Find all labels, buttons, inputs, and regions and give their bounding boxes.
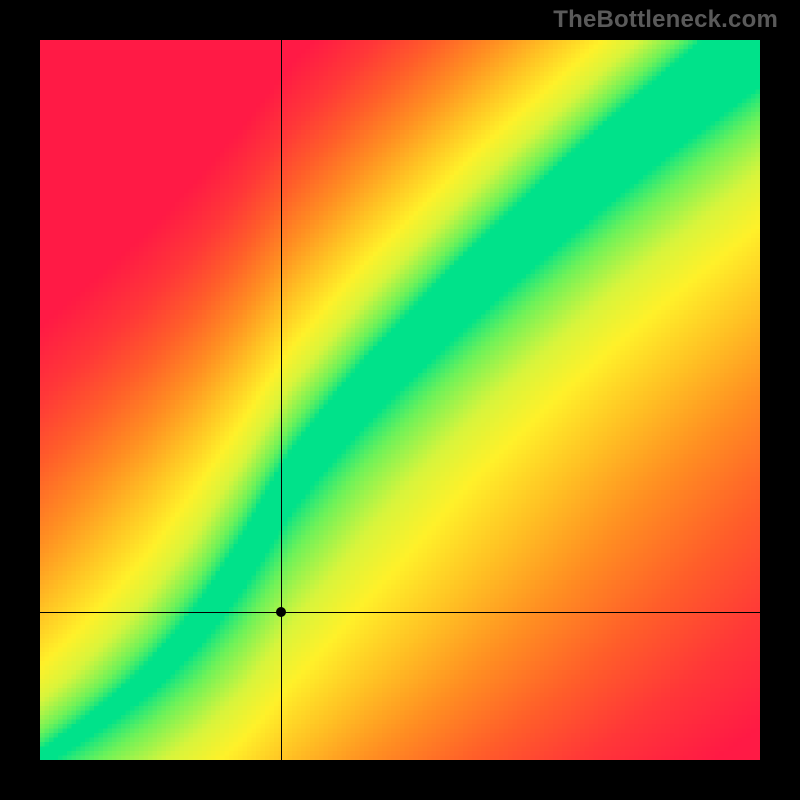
heatmap-canvas (40, 40, 760, 760)
crosshair-point (276, 607, 286, 617)
root-container: TheBottleneck.com (0, 0, 800, 800)
crosshair-vertical (281, 40, 282, 760)
watermark-text: TheBottleneck.com (553, 6, 778, 34)
crosshair-horizontal (40, 612, 760, 613)
plot-area (40, 40, 760, 760)
